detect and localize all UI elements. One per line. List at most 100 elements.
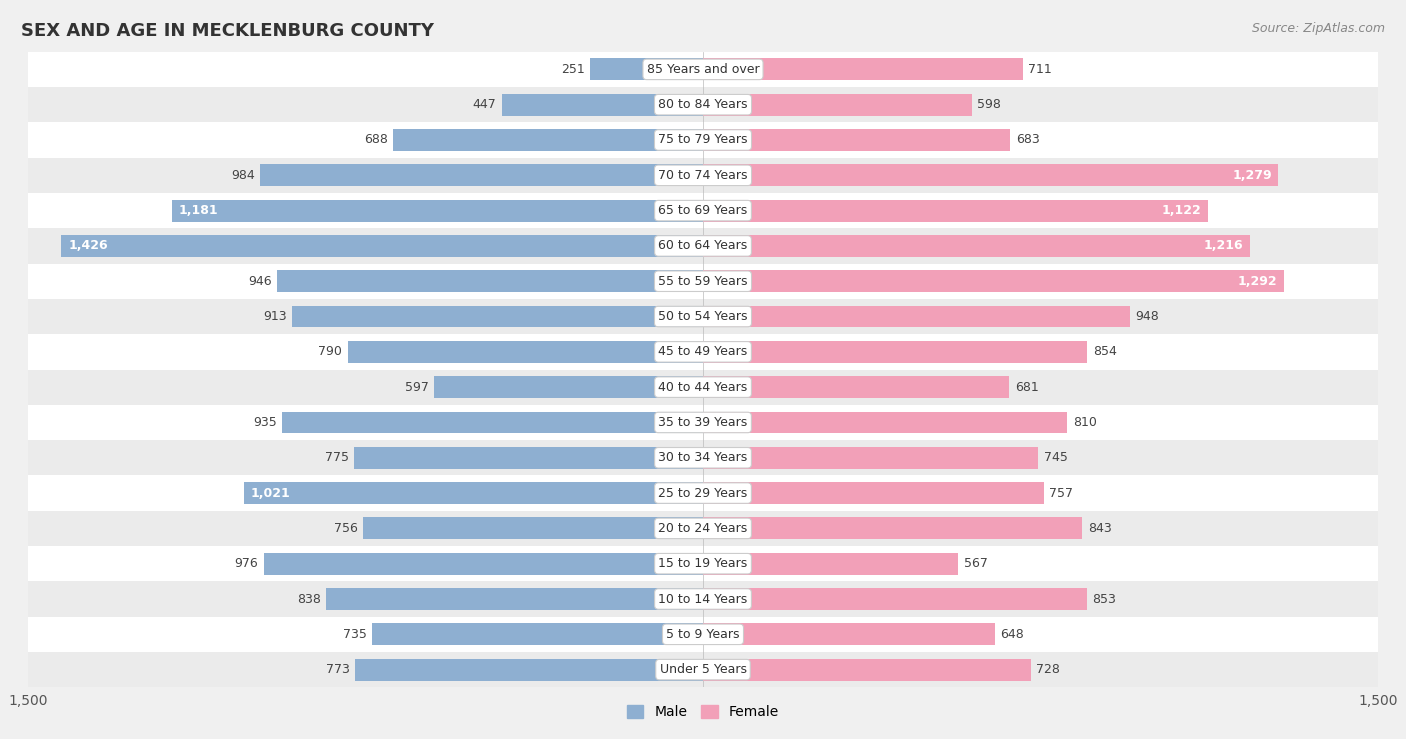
Bar [172,200,703,222]
Bar [326,588,703,610]
Text: 757: 757 [1049,486,1073,500]
Text: Source: ZipAtlas.com: Source: ZipAtlas.com [1251,22,1385,35]
Bar [356,658,703,681]
Bar [28,123,1378,157]
Text: 853: 853 [1092,593,1116,605]
Bar [28,370,1378,405]
Text: 10 to 14 Years: 10 to 14 Years [658,593,748,605]
Text: 790: 790 [318,345,342,358]
Text: 70 to 74 Years: 70 to 74 Years [658,168,748,182]
Bar [703,658,1031,681]
Bar [28,193,1378,228]
Text: 728: 728 [1036,663,1060,676]
Text: 946: 946 [249,275,271,287]
Bar [703,164,1278,186]
Text: 50 to 54 Years: 50 to 54 Years [658,310,748,323]
Bar [28,511,1378,546]
Text: 745: 745 [1043,452,1067,464]
Text: 976: 976 [235,557,259,571]
Bar [28,475,1378,511]
Text: 567: 567 [963,557,987,571]
Bar [28,652,1378,687]
Text: 1,279: 1,279 [1232,168,1271,182]
Bar [703,129,1011,151]
Bar [703,376,1010,398]
Bar [28,334,1378,370]
Text: 683: 683 [1015,134,1039,146]
Text: 948: 948 [1135,310,1159,323]
Bar [28,157,1378,193]
Text: 1,216: 1,216 [1204,239,1243,253]
Text: 447: 447 [472,98,496,111]
Legend: Male, Female: Male, Female [621,700,785,725]
Bar [28,440,1378,475]
Text: 85 Years and over: 85 Years and over [647,63,759,76]
Text: 648: 648 [1000,628,1024,641]
Text: 681: 681 [1015,381,1039,394]
Text: 65 to 69 Years: 65 to 69 Years [658,204,748,217]
Text: 984: 984 [231,168,254,182]
Bar [703,341,1087,363]
Text: 773: 773 [326,663,350,676]
Text: 1,292: 1,292 [1237,275,1278,287]
Bar [260,164,703,186]
Bar [703,482,1043,504]
Text: 775: 775 [325,452,349,464]
Text: 5 to 9 Years: 5 to 9 Years [666,628,740,641]
Bar [502,94,703,115]
Bar [703,94,972,115]
Text: 75 to 79 Years: 75 to 79 Years [658,134,748,146]
Bar [28,228,1378,264]
Text: 1,426: 1,426 [67,239,108,253]
Bar [703,517,1083,539]
Text: 80 to 84 Years: 80 to 84 Years [658,98,748,111]
Text: 597: 597 [405,381,429,394]
Bar [28,582,1378,616]
Text: 810: 810 [1073,416,1097,429]
Bar [292,306,703,327]
Text: 688: 688 [364,134,388,146]
Bar [347,341,703,363]
Text: 45 to 49 Years: 45 to 49 Years [658,345,748,358]
Bar [703,588,1087,610]
Bar [264,553,703,575]
Bar [243,482,703,504]
Text: 20 to 24 Years: 20 to 24 Years [658,522,748,535]
Bar [28,52,1378,87]
Text: 756: 756 [333,522,357,535]
Bar [28,405,1378,440]
Bar [394,129,703,151]
Text: 1,181: 1,181 [179,204,218,217]
Text: 55 to 59 Years: 55 to 59 Years [658,275,748,287]
Text: 843: 843 [1088,522,1111,535]
Bar [703,306,1129,327]
Bar [62,235,703,257]
Bar [28,87,1378,123]
Text: 251: 251 [561,63,585,76]
Text: 1,122: 1,122 [1161,204,1201,217]
Text: 854: 854 [1092,345,1116,358]
Text: SEX AND AGE IN MECKLENBURG COUNTY: SEX AND AGE IN MECKLENBURG COUNTY [21,22,434,40]
Text: 598: 598 [977,98,1001,111]
Text: 25 to 29 Years: 25 to 29 Years [658,486,748,500]
Text: 711: 711 [1028,63,1052,76]
Bar [703,447,1038,469]
Text: 1,021: 1,021 [250,486,290,500]
Bar [363,517,703,539]
Bar [283,412,703,433]
Bar [703,235,1250,257]
Bar [277,270,703,292]
Text: 35 to 39 Years: 35 to 39 Years [658,416,748,429]
Text: 15 to 19 Years: 15 to 19 Years [658,557,748,571]
Bar [703,624,994,645]
Bar [703,553,957,575]
Bar [373,624,703,645]
Text: 935: 935 [253,416,277,429]
Bar [703,200,1208,222]
Text: Under 5 Years: Under 5 Years [659,663,747,676]
Bar [591,58,703,81]
Bar [703,412,1067,433]
Text: 40 to 44 Years: 40 to 44 Years [658,381,748,394]
Text: 735: 735 [343,628,367,641]
Bar [354,447,703,469]
